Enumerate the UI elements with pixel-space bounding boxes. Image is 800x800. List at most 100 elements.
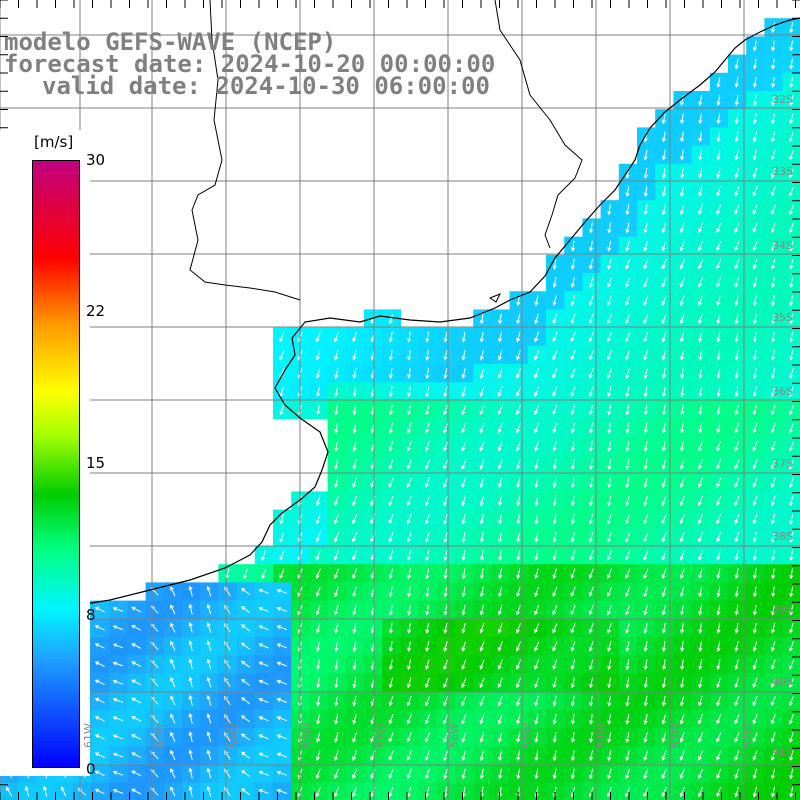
wind-arrow — [479, 732, 485, 743]
wind-arrow — [240, 587, 250, 595]
wind-arrow — [515, 368, 521, 379]
wind-arrow — [625, 713, 630, 725]
wind-arrow — [752, 714, 758, 725]
wind-arrow — [607, 386, 612, 398]
wind-arrow — [388, 786, 394, 798]
wind-arrow — [716, 495, 722, 507]
wind-arrow — [461, 404, 467, 416]
wind-arrow — [131, 716, 142, 722]
wind-arrow — [334, 713, 339, 725]
wind-arrow — [479, 477, 485, 489]
wind-arrow — [279, 531, 285, 543]
wind-arrow — [607, 513, 612, 525]
longitude-label: 52W — [742, 723, 755, 748]
wind-arrow — [461, 641, 467, 652]
wind-arrow — [679, 495, 685, 507]
wind-arrow — [679, 786, 685, 798]
wind-arrow — [752, 258, 758, 270]
wind-arrow — [734, 568, 739, 580]
wind-arrow — [498, 768, 503, 780]
wind-arrow — [788, 714, 794, 725]
wind-arrow — [770, 204, 776, 215]
wind-arrow — [570, 623, 576, 634]
wind-arrow — [534, 604, 540, 616]
wind-arrow — [479, 641, 485, 652]
wind-arrow — [607, 222, 612, 234]
wind-arrow — [388, 513, 394, 525]
wind-arrow — [534, 459, 539, 471]
wind-arrow — [770, 477, 776, 488]
wind-arrow — [315, 550, 321, 561]
wind-arrow — [552, 750, 557, 762]
wind-arrow — [607, 750, 612, 762]
wind-arrow — [552, 531, 557, 543]
wind-arrow — [534, 550, 539, 562]
wind-arrow — [771, 349, 776, 361]
longitude-label: 55W — [522, 723, 535, 748]
wind-arrow — [333, 532, 340, 543]
wind-arrow — [333, 550, 340, 561]
wind-arrow — [443, 604, 448, 616]
wind-arrow — [679, 568, 685, 580]
wind-arrow — [625, 732, 630, 744]
wind-arrow — [661, 750, 667, 761]
wind-arrow — [698, 149, 703, 161]
wind-arrow — [443, 732, 449, 743]
wind-arrow — [770, 732, 776, 743]
wind-arrow — [461, 659, 467, 670]
wind-arrow — [789, 131, 794, 143]
wind-arrow — [789, 222, 794, 234]
wind-arrow — [734, 677, 740, 689]
wind-arrow — [407, 622, 412, 634]
wind-arrow — [206, 676, 212, 688]
wind-arrow — [588, 404, 594, 416]
wind-arrow — [661, 568, 667, 579]
wind-arrow — [534, 368, 540, 379]
wind-arrow — [479, 695, 485, 707]
wind-arrow — [334, 368, 339, 380]
wind-arrow — [315, 495, 321, 507]
wind-arrow — [789, 76, 794, 88]
wind-arrow — [661, 113, 666, 125]
wind-arrow — [607, 641, 612, 652]
wind-arrow — [734, 204, 740, 215]
wind-arrow — [752, 422, 758, 434]
wind-arrow — [315, 331, 321, 343]
wind-arrow — [698, 204, 703, 215]
wind-arrow — [789, 113, 794, 125]
wind-arrow — [279, 568, 285, 579]
wind-arrow — [424, 714, 431, 725]
wind-arrow — [443, 695, 449, 707]
wind-arrow — [188, 640, 193, 652]
wind-arrow — [425, 641, 430, 653]
wind-arrow — [131, 643, 142, 649]
wind-arrow — [625, 331, 631, 343]
wind-arrow — [588, 277, 594, 288]
wind-arrow — [334, 659, 339, 671]
wind-arrow — [534, 295, 539, 307]
wind-arrow — [406, 477, 412, 488]
wind-arrow — [679, 477, 685, 488]
wind-arrow — [661, 313, 667, 325]
wind-arrow — [607, 623, 612, 634]
wind-arrow — [425, 622, 430, 634]
wind-arrow — [352, 495, 358, 507]
wind-arrow — [131, 661, 142, 668]
wind-arrow — [352, 532, 358, 543]
wind-arrow — [352, 404, 357, 416]
wind-arrow — [443, 459, 449, 470]
wind-arrow — [388, 732, 394, 743]
wind-arrow — [334, 459, 339, 471]
wind-arrow — [734, 277, 740, 288]
longitude-label: 56W — [448, 723, 461, 748]
wind-arrow — [698, 131, 703, 143]
wind-arrow — [333, 513, 339, 525]
wind-arrow — [258, 661, 269, 667]
wind-arrow — [552, 368, 558, 379]
wind-arrow — [752, 477, 758, 488]
wind-arrow — [698, 714, 703, 725]
colorbar-label-8: 8 — [86, 606, 96, 624]
wind-arrow — [789, 641, 794, 652]
wind-arrow — [388, 695, 394, 707]
wind-arrow — [770, 513, 776, 525]
